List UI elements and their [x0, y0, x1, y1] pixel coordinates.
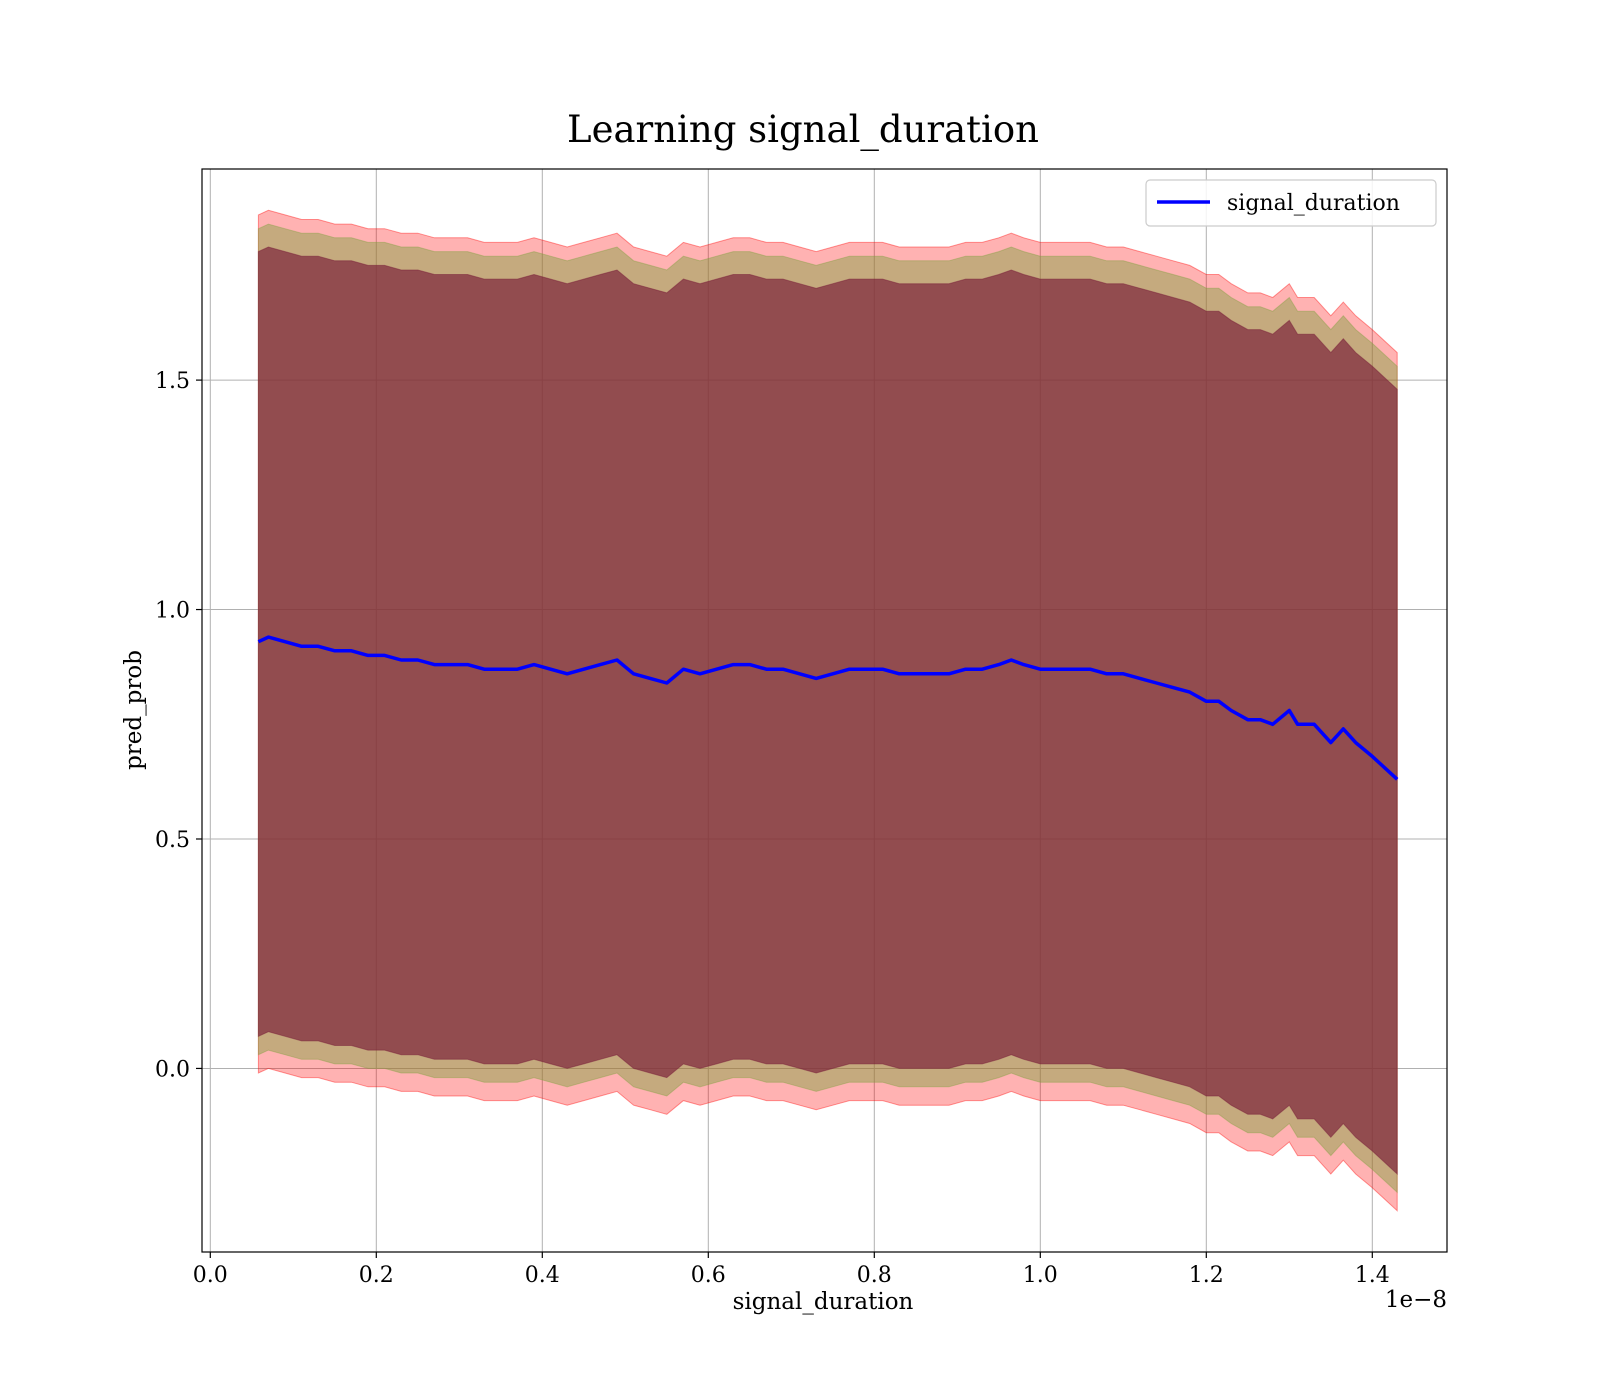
plot-area: [257, 209, 1399, 1212]
x-tick-label: 0.4: [525, 1263, 560, 1288]
inner-band: [257, 246, 1398, 1176]
x-axis-offset-label: 1e−8: [1385, 1287, 1447, 1313]
series-line-signal-duration: [257, 635, 1399, 781]
x-tick-label: 0.0: [193, 1263, 228, 1288]
legend-label: signal_duration: [1227, 191, 1400, 216]
x-tick-label: 1.0: [1023, 1263, 1058, 1288]
chart-title: Learning signal_duration: [567, 108, 1039, 152]
x-axis: 0.0 0.2 0.4 0.6 0.8 1.0 1.2 1.4: [193, 1252, 1390, 1288]
x-tick-label: 0.8: [857, 1263, 892, 1288]
x-tick-label: 0.6: [691, 1263, 726, 1288]
legend-box: [1145, 179, 1437, 227]
y-tick-label: 0.0: [155, 1057, 190, 1082]
y-tick-label: 0.5: [155, 828, 190, 853]
x-tick-label: 1.4: [1355, 1263, 1390, 1288]
y-tick-label: 1.0: [155, 599, 190, 624]
y-axis: 0.0 0.5 1.0 1.5: [155, 369, 202, 1082]
x-tick-label: 1.2: [1189, 1263, 1224, 1288]
y-axis-title: pred_prob: [121, 650, 147, 770]
axes-frame: [201, 168, 1448, 1253]
legend: signal_duration: [1145, 179, 1437, 227]
x-axis-title: signal_duration: [733, 1289, 914, 1315]
y-tick-label: 1.5: [155, 369, 190, 394]
x-tick-label: 0.2: [359, 1263, 394, 1288]
